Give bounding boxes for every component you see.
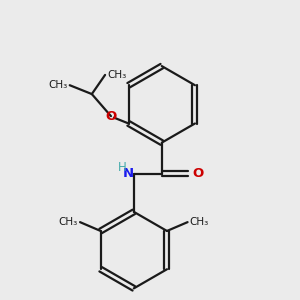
Text: CH₃: CH₃ [107,70,126,80]
Text: O: O [105,110,117,123]
Text: H: H [118,160,127,174]
Text: CH₃: CH₃ [59,217,78,227]
Text: CH₃: CH₃ [190,217,209,227]
Text: N: N [123,167,134,180]
Text: CH₃: CH₃ [48,80,68,90]
Text: O: O [193,167,204,180]
